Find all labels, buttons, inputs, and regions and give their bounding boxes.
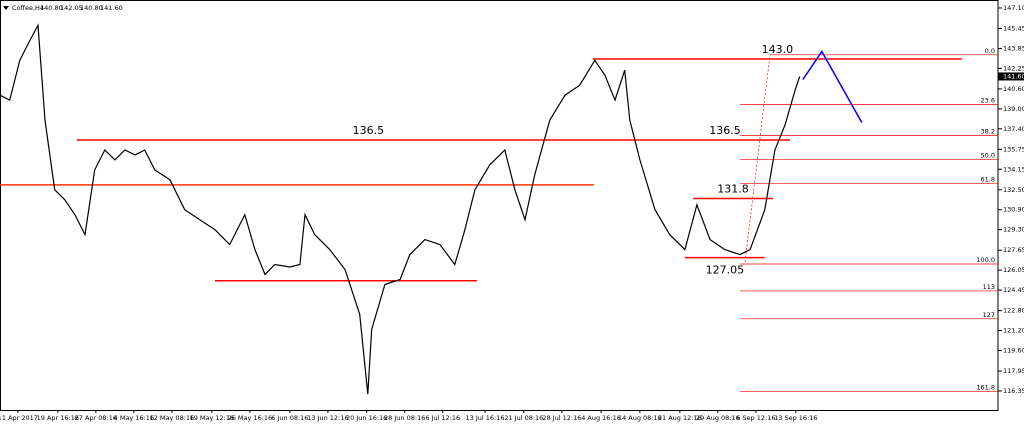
fibo-label: 0.0 <box>985 47 995 55</box>
y-tick-label: 119.60 <box>1003 346 1024 354</box>
menu-arrow <box>3 6 9 10</box>
y-tick-label: 126.05 <box>1003 266 1024 274</box>
x-tick-label: 28 Jul 12:16 <box>542 414 581 422</box>
ohlc-value: 142.05 <box>60 4 83 12</box>
fibo-trend <box>744 54 771 263</box>
x-tick-label: 27 Apr 08:16 <box>75 414 117 422</box>
ohlc-value: 141.60 <box>100 4 123 12</box>
x-tick-label: 6 Sep 12:16 <box>736 414 775 422</box>
last-price-tag <box>998 72 1024 81</box>
x-tick-label: 21 Jul 08:16 <box>504 414 543 422</box>
x-tick-label: 11 Apr 2017 <box>0 414 38 422</box>
y-tick-label: 137.40 <box>1003 125 1024 133</box>
level-label: 127.05 <box>706 264 745 277</box>
y-tick-label: 129.30 <box>1003 226 1024 234</box>
level-label: 136.5 <box>353 124 385 137</box>
y-tick-label: 145.45 <box>1003 25 1024 33</box>
y-tick-label: 121.20 <box>1003 327 1024 335</box>
y-tick-label: 130.90 <box>1003 206 1024 214</box>
price-line <box>0 23 801 395</box>
ohlc-value: 140.80 <box>80 4 103 12</box>
fibo-label: 127 <box>983 311 995 319</box>
x-tick-label: 13 Jul 16:16 <box>466 414 505 422</box>
last-price-label: 141.60 <box>1003 72 1024 80</box>
x-tick-label: 28 Jun 08:16 <box>384 414 425 422</box>
x-tick-label: 14 Aug 08:16 <box>618 414 662 422</box>
fibo-label: 23.6 <box>981 97 995 105</box>
x-tick-label: 4 May 16:16 <box>114 414 154 422</box>
y-tick-label: 143.85 <box>1003 44 1024 52</box>
y-tick-label: 140.60 <box>1003 85 1024 93</box>
symbol: Coffee,H4 <box>12 4 44 12</box>
level-label: 136.5 <box>709 124 741 137</box>
x-tick-label: 6 Jun 08:16 <box>271 414 308 422</box>
y-tick-label: 139.00 <box>1003 105 1024 113</box>
fibo-label: 100.0 <box>976 256 995 264</box>
y-tick-label: 142.25 <box>1003 64 1024 72</box>
y-tick-label: 132.50 <box>1003 186 1024 194</box>
x-tick-label: 4 Aug 16:16 <box>581 414 621 422</box>
x-tick-label: 13 Jun 12:16 <box>307 414 348 422</box>
y-tick-label: 122.80 <box>1003 307 1024 315</box>
plot-frame <box>0 0 999 411</box>
x-tick-label: 20 Jun 16:16 <box>346 414 387 422</box>
y-tick-label: 117.95 <box>1003 367 1024 375</box>
fibo-label: 38.2 <box>981 128 995 136</box>
x-tick-label: 26 May 16:16 <box>228 414 273 422</box>
x-tick-label: 19 May 12:16 <box>190 414 235 422</box>
fibo-label: 61.8 <box>981 175 995 183</box>
y-tick-label: 124.45 <box>1003 286 1024 294</box>
level-label: 131.8 <box>717 183 749 196</box>
x-tick-label: 19 Apr 16:16 <box>37 414 79 422</box>
fibo-label: 161.8 <box>976 384 995 392</box>
fibo-label: 50.0 <box>981 151 995 159</box>
x-tick-label: 6 Jul 12:16 <box>425 414 460 422</box>
x-tick-label: 29 Aug 08:16 <box>696 414 740 422</box>
fibo-label: 113 <box>983 283 995 291</box>
y-tick-label: 134.15 <box>1003 165 1024 173</box>
y-tick-label: 116.35 <box>1003 387 1024 395</box>
y-tick-label: 127.65 <box>1003 246 1024 254</box>
y-tick-label: 135.75 <box>1003 145 1024 153</box>
projection-line <box>802 50 863 123</box>
level-label: 143.0 <box>762 43 794 56</box>
y-tick-label: 147.10 <box>1003 4 1024 12</box>
x-tick-label: 13 Sep 16:16 <box>774 414 817 422</box>
ohlc-value: 140.80 <box>40 4 63 12</box>
x-tick-label: 12 May 08:16 <box>150 414 195 422</box>
x-tick-label: 21 Aug 12:16 <box>658 414 702 422</box>
